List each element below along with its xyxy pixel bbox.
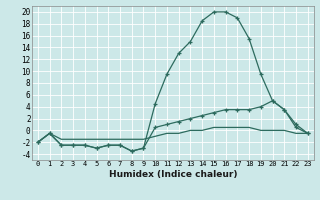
X-axis label: Humidex (Indice chaleur): Humidex (Indice chaleur) bbox=[108, 170, 237, 179]
